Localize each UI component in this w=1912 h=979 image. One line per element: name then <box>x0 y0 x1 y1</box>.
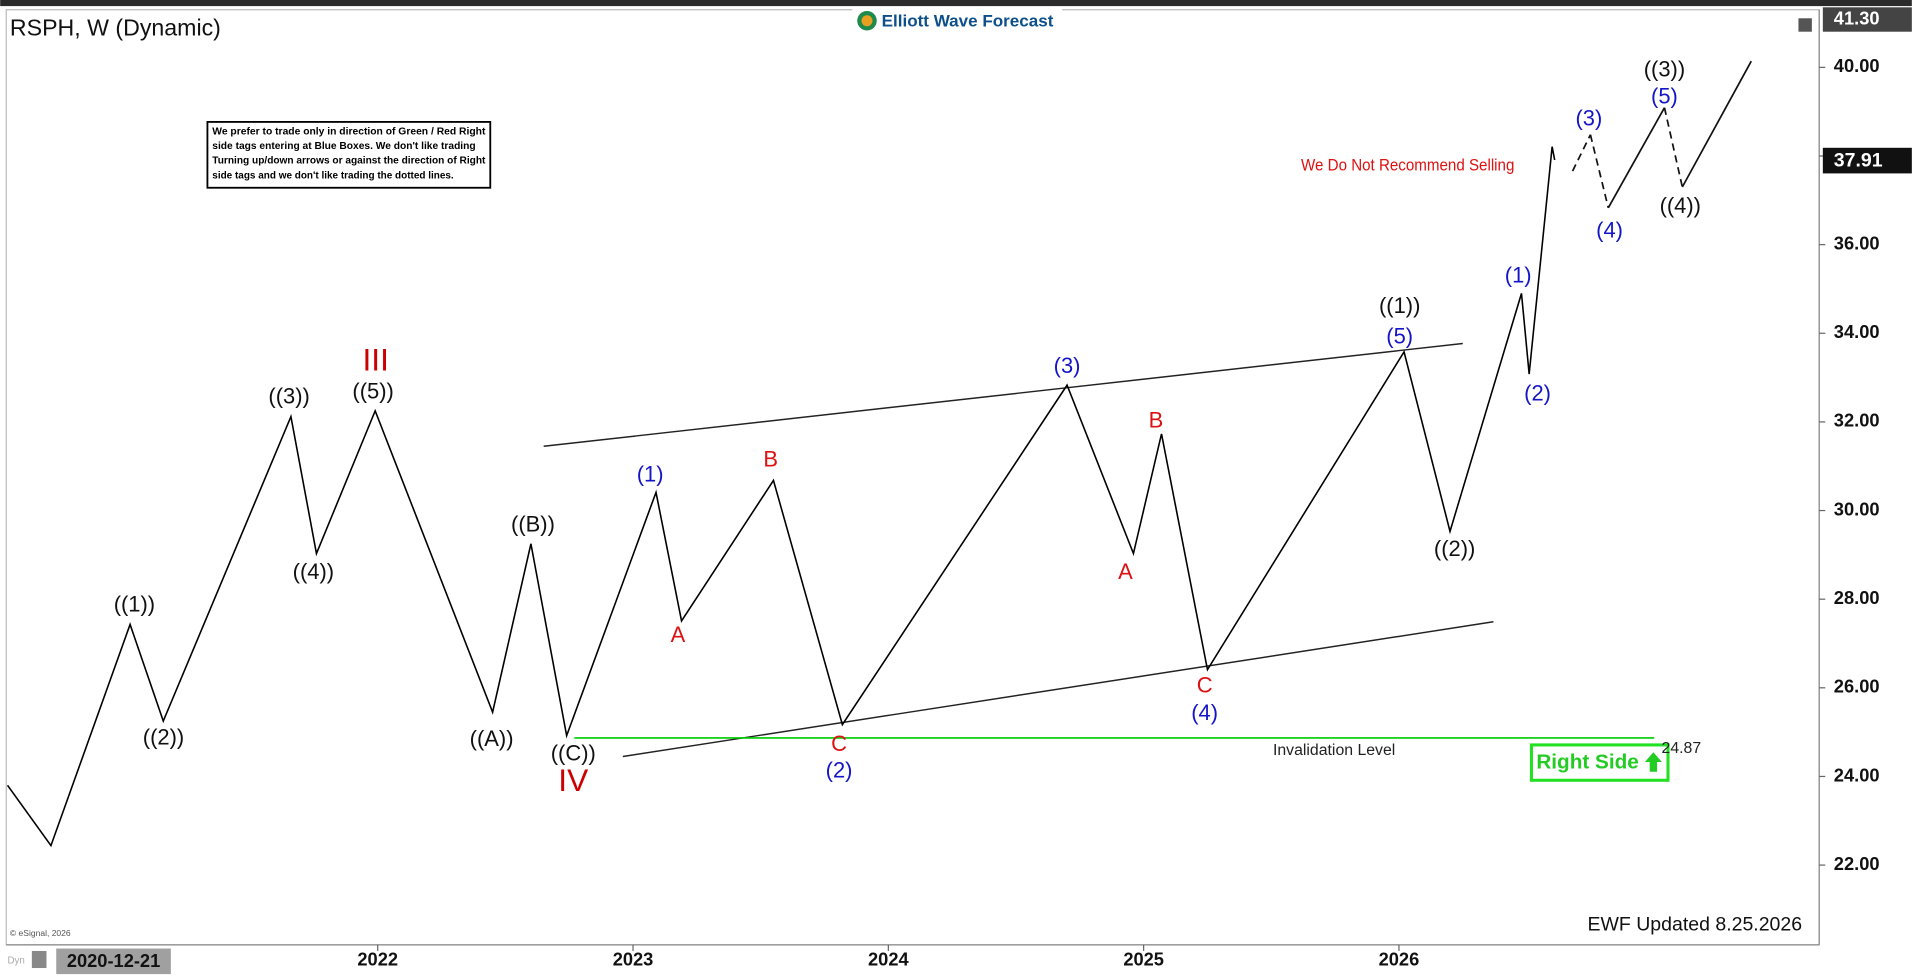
right-side-frame <box>1529 743 1670 782</box>
warning: We Do Not Recommend Selling <box>1301 155 1514 174</box>
logo: Elliott Wave Forecast <box>852 8 1063 36</box>
wave-label: C <box>1197 672 1213 697</box>
y-tick-label: 26.00 <box>1834 676 1880 697</box>
x-tick-label: 2025 <box>1123 949 1164 970</box>
top-price-box <box>1822 7 1912 32</box>
wave-label: (4) <box>1596 218 1623 243</box>
wave-label: ((1)) <box>1379 293 1420 318</box>
wave-label: III <box>362 341 388 377</box>
x-tick-label: 2022 <box>357 949 398 970</box>
y-tick-label: 22.00 <box>1834 853 1880 874</box>
wave-label: ((5)) <box>352 378 393 403</box>
wave-label: C <box>831 731 847 756</box>
x-tick-label: 2024 <box>868 949 909 970</box>
right-side-box: Right Side <box>1529 743 1670 782</box>
note-frame <box>206 121 492 189</box>
invalidation-value: 24.87 <box>1662 740 1702 757</box>
wave-label: (5) <box>1651 83 1678 108</box>
date-box-text: 2020-12-21 <box>67 950 160 971</box>
right-side-text: Right Side <box>1536 751 1638 774</box>
projection-segment <box>1607 107 1666 209</box>
wave-label: (4) <box>1191 700 1218 725</box>
channel-line <box>622 621 1494 758</box>
wave-label: IV <box>558 762 588 798</box>
wave-label: (5) <box>1386 324 1413 349</box>
projection-segment <box>1681 60 1753 188</box>
y-tick-label: 32.00 <box>1834 410 1880 431</box>
wave-label: A <box>1118 559 1133 584</box>
wave-label: ((4)) <box>1660 193 1701 218</box>
wave-label: B <box>763 447 778 472</box>
y-tick-label: 36.00 <box>1834 232 1880 253</box>
invalidation-label: Invalidation Level <box>1273 742 1395 759</box>
projection-segment <box>1571 134 1592 172</box>
note-line: side tags and we don't like trading the … <box>212 170 453 181</box>
y-tick-label: 30.00 <box>1834 498 1880 519</box>
note-line: We prefer to trade only in direction of … <box>212 126 486 137</box>
dyn-label: Dyn <box>7 955 24 966</box>
note-line: Turning up/down arrows or against the di… <box>212 156 486 167</box>
wave-label: (1) <box>637 461 664 486</box>
wave-label: ((C)) <box>551 741 596 766</box>
dyn-icon[interactable] <box>31 950 47 969</box>
wave-label: ((1)) <box>114 592 155 617</box>
channel-line <box>543 342 1463 448</box>
window-icon[interactable] <box>1798 18 1812 32</box>
y-tick-label: 28.00 <box>1834 587 1880 608</box>
wave-label: (2) <box>1524 381 1551 406</box>
updated-text: EWF Updated 8.25.2026 <box>1587 914 1802 936</box>
logo-icon-inner <box>861 15 873 27</box>
last-price-box <box>1822 147 1912 174</box>
y-tick-label: 34.00 <box>1834 321 1880 342</box>
x-tick-label: 2023 <box>613 949 654 970</box>
wave-label: (3) <box>1054 353 1081 378</box>
wave-label: ((A)) <box>470 726 514 751</box>
chart-title: RSPH, W (Dynamic) <box>10 14 221 40</box>
note-line: side tags entering at Blue Boxes. We don… <box>212 141 475 152</box>
wave-label: (1) <box>1505 262 1532 287</box>
logo-text: Elliott Wave Forecast <box>882 11 1054 30</box>
wave-label: ((3)) <box>268 383 309 408</box>
top-bar <box>0 0 1912 7</box>
x-tick-label: 2026 <box>1379 949 1420 970</box>
date-box <box>56 948 171 975</box>
wave-label: (3) <box>1575 105 1602 130</box>
projection-segment <box>1663 107 1684 188</box>
top-price-label: 41.30 <box>1834 7 1880 28</box>
wave-label: ((4)) <box>293 559 334 584</box>
wave-label: A <box>671 622 686 647</box>
wave-label: B <box>1149 408 1164 433</box>
last-price-label: 37.91 <box>1834 149 1883 171</box>
wave-label: ((B)) <box>511 511 555 536</box>
wave-label: ((2)) <box>143 725 184 750</box>
note-box: We prefer to trade only in direction of … <box>206 121 492 189</box>
projection-segment <box>1589 134 1610 209</box>
wave-label: ((2)) <box>1434 536 1475 561</box>
wave-label: (2) <box>826 757 853 782</box>
wave-label: ((3)) <box>1644 56 1685 81</box>
y-tick-label: 24.00 <box>1834 764 1880 785</box>
copyright: © eSignal, 2026 <box>10 928 71 938</box>
y-tick-label: 40.00 <box>1834 55 1880 76</box>
price-line <box>6 146 1556 848</box>
logo-box <box>852 8 1063 36</box>
